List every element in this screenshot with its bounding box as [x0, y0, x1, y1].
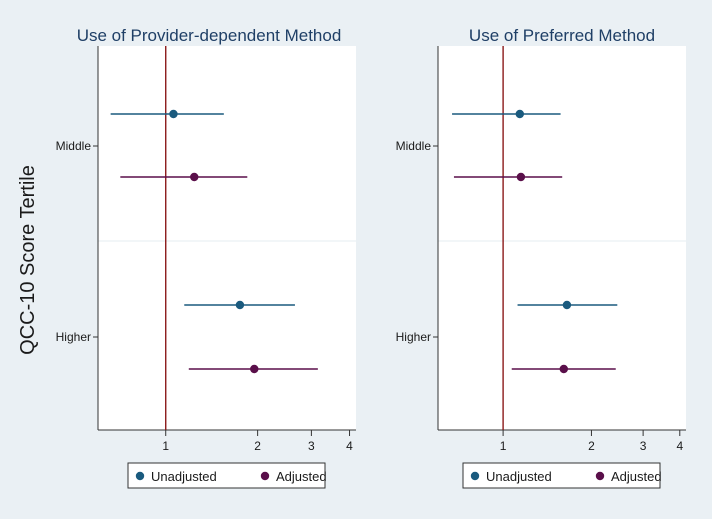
legend-label: Unadjusted — [151, 469, 217, 484]
x-tick-label: 4 — [346, 439, 353, 453]
panel-title: Use of Provider-dependent Method — [77, 26, 342, 45]
y-axis-title: QCC-10 Score Tertile — [17, 165, 39, 355]
legend-box — [127, 462, 326, 489]
legend-label: Adjusted — [611, 469, 662, 484]
panels: Use of Provider-dependent Method 1 2 3 4 Midd… — [56, 26, 686, 489]
legend-marker — [595, 471, 605, 481]
panel-2: Use of Preferred Method 1 2 3 4 Middle Higher U… — [396, 26, 686, 489]
panel-title: Use of Preferred Method — [469, 26, 655, 45]
point-estimate — [190, 172, 199, 182]
x-tick-label: 2 — [254, 439, 261, 453]
legend-label: Unadjusted — [486, 469, 552, 484]
point-estimate — [250, 364, 259, 374]
x-tick-label: 3 — [640, 439, 647, 453]
y-tick-label: Middle — [396, 139, 432, 153]
point-estimate — [235, 300, 245, 310]
legend-label: Adjusted — [276, 469, 327, 484]
point-estimate — [515, 109, 525, 119]
plot-area — [98, 46, 356, 430]
x-tick-label: 1 — [162, 439, 169, 453]
y-tick-label: Middle — [56, 139, 92, 153]
x-tick-label: 1 — [500, 439, 507, 453]
legend-marker — [260, 471, 270, 481]
legend: Unadjusted Adjusted — [127, 462, 327, 489]
x-tick-label: 4 — [676, 439, 683, 453]
point-estimate — [562, 300, 572, 310]
x-tick-label: 3 — [308, 439, 315, 453]
legend-marker — [135, 471, 145, 481]
point-estimate — [516, 172, 526, 182]
panel-1: Use of Provider-dependent Method 1 2 3 4 Midd… — [56, 26, 356, 489]
legend: Unadjusted Adjusted — [462, 462, 662, 489]
point-estimate — [169, 109, 178, 119]
y-tick-label: Higher — [396, 330, 431, 344]
legend-box — [462, 462, 661, 489]
y-tick-label: Higher — [56, 330, 91, 344]
legend-marker — [470, 471, 480, 481]
x-tick-label: 2 — [588, 439, 595, 453]
point-estimate — [559, 364, 568, 374]
